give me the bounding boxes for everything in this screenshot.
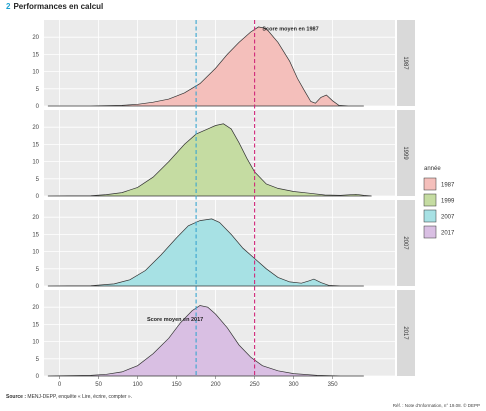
legend-swatch-1987: [423, 177, 437, 191]
y-tick-label: 20: [32, 215, 39, 221]
facet-label-1999: 1999: [402, 146, 408, 160]
y-tick-label: 15: [32, 142, 39, 148]
y-tick-label: 10: [32, 340, 39, 346]
x-tick-label: 250: [250, 382, 261, 388]
source-text: MENJ-DEPP, enquête « Lire, écrire, compt…: [27, 394, 133, 400]
density-area-1987: [47, 26, 364, 107]
legend-label-2017: 2017: [441, 231, 455, 237]
x-tick-label: 200: [211, 382, 222, 388]
y-tick-label: 20: [32, 35, 39, 41]
y-tick-label: 20: [32, 305, 39, 311]
y-tick-label: 5: [36, 177, 40, 183]
y-tick-label: 10: [32, 70, 39, 76]
y-tick-label: 10: [32, 250, 39, 256]
x-tick-label: 300: [289, 382, 300, 388]
x-tick-label: 100: [133, 382, 144, 388]
legend-label-1999: 1999: [441, 199, 455, 205]
source-note: Source : MENJ-DEPP, enquête « Lire, écri…: [6, 394, 132, 400]
y-tick-label: 0: [36, 194, 40, 200]
x-tick-label: 50: [95, 382, 102, 388]
figure-title-text: Performances en calcul: [13, 2, 104, 11]
y-tick-label: 15: [32, 322, 39, 328]
facet-strip-1999: [397, 110, 415, 196]
legend-swatch-2007: [423, 209, 437, 223]
y-tick-label: 5: [36, 87, 40, 93]
y-tick-label: 20: [32, 125, 39, 131]
y-tick-label: 15: [32, 52, 39, 58]
facet-strip-2017: [397, 290, 415, 376]
annotation-2017: Score moyen en 2017: [147, 317, 203, 323]
density-area-2017: [47, 305, 364, 377]
facet-strip-2007: [397, 200, 415, 286]
annotation-1987: Score moyen en 1987: [262, 26, 318, 32]
figure-title: 2 Performances en calcul: [6, 2, 103, 11]
y-tick-label: 0: [36, 104, 40, 110]
x-tick-label: 150: [172, 382, 183, 388]
density-area-2007: [47, 218, 364, 287]
density-area-1999: [47, 123, 372, 197]
y-tick-label: 15: [32, 232, 39, 238]
facet-label-2017: 2017: [402, 326, 408, 340]
y-tick-label: 10: [32, 160, 39, 166]
reference-note: Réf. : Note d'Information, n° 19.08. © D…: [392, 403, 480, 408]
y-tick-label: 5: [36, 357, 40, 363]
legend-swatch-1999: [423, 193, 437, 207]
figure-number: 2: [6, 2, 11, 11]
facet-label-1987: 1987: [402, 56, 408, 70]
facet-strip-1987: [397, 20, 415, 106]
y-tick-label: 0: [36, 374, 40, 380]
legend-title: année: [424, 166, 441, 172]
x-tick-label: 350: [328, 382, 339, 388]
legend-label-2007: 2007: [441, 215, 455, 221]
y-tick-label: 5: [36, 267, 40, 273]
x-tick-label: 0: [58, 382, 62, 388]
legend-label-1987: 1987: [441, 183, 455, 189]
legend-swatch-2017: [423, 225, 437, 239]
source-label: Source :: [6, 394, 27, 400]
y-tick-label: 0: [36, 284, 40, 290]
facet-label-2007: 2007: [402, 236, 408, 250]
